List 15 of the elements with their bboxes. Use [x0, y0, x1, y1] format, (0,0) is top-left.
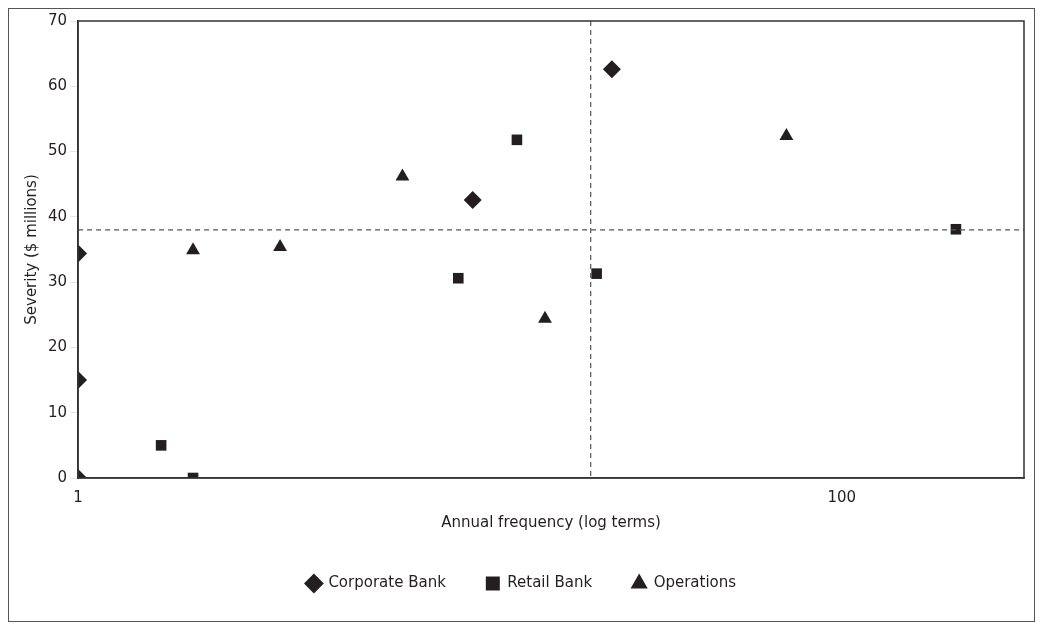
legend-label: Corporate Bank — [328, 573, 447, 592]
y-tick-label: 10 — [47, 402, 68, 421]
y-tick-label: 0 — [57, 467, 68, 486]
y-axis-title: Severity ($ millions) — [21, 174, 40, 325]
y-tick-label: 20 — [47, 337, 68, 356]
y-tick-label: 50 — [47, 141, 68, 160]
y-tick-label: 60 — [47, 76, 68, 95]
y-tick-label: 40 — [47, 206, 68, 225]
x-tick-label: 100 — [827, 487, 857, 506]
y-tick-label: 30 — [47, 272, 68, 291]
legend-label: Retail Bank — [507, 573, 593, 592]
legend-label: Operations — [653, 573, 737, 592]
x-tick-label: 1 — [73, 487, 83, 506]
x-axis-title: Annual frequency (log terms) — [441, 512, 661, 531]
y-tick-label: 70 — [47, 10, 68, 29]
